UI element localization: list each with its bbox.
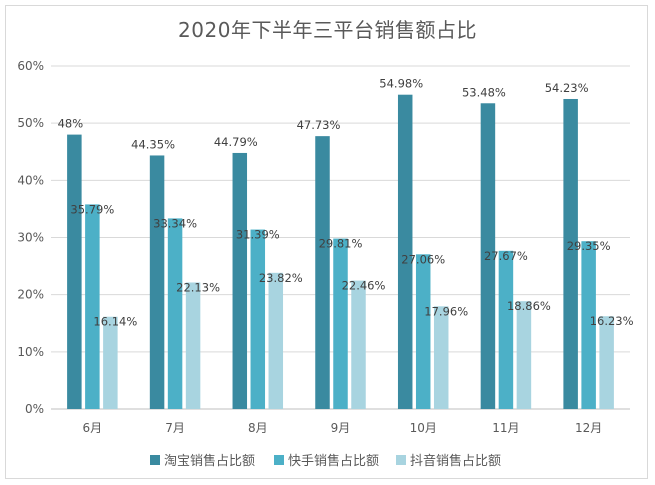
data-label: 53.48% xyxy=(462,85,506,99)
data-label: 48% xyxy=(58,117,84,131)
y-tick-label: 30% xyxy=(17,231,44,245)
data-label: 18.86% xyxy=(507,299,551,313)
bar-1 xyxy=(563,98,578,409)
y-tick-label: 0% xyxy=(25,402,44,416)
x-tick-label: 11月 xyxy=(492,421,519,435)
y-tick-label: 50% xyxy=(17,116,44,130)
y-tick-label: 40% xyxy=(17,173,44,187)
bar-1 xyxy=(232,152,248,409)
y-tick-label: 10% xyxy=(17,345,44,359)
x-tick-label: 10月 xyxy=(410,421,437,435)
data-label: 33.34% xyxy=(153,216,197,230)
data-label: 22.46% xyxy=(342,279,386,293)
bar-3 xyxy=(268,272,284,409)
data-label: 23.82% xyxy=(259,271,303,285)
legend-label: 快手销售占比额 xyxy=(288,453,379,469)
chart-title: 2020年下半年三平台销售额占比 xyxy=(178,18,477,42)
data-label: 27.06% xyxy=(401,252,445,266)
data-label: 44.35% xyxy=(131,137,175,151)
bar-3 xyxy=(351,280,366,409)
data-label: 22.13% xyxy=(176,280,220,294)
data-label: 29.81% xyxy=(319,237,363,251)
bar-2 xyxy=(333,238,348,409)
legend-swatch xyxy=(150,455,160,465)
bar-3 xyxy=(103,316,118,409)
legend-label: 淘宝销售占比额 xyxy=(164,453,255,469)
legend-label: 抖音销售占比额 xyxy=(410,453,501,469)
bar-2 xyxy=(167,218,183,409)
bar-2 xyxy=(415,254,431,409)
bar-1 xyxy=(315,136,330,409)
legend-swatch xyxy=(396,455,406,465)
data-label: 54.98% xyxy=(379,77,423,91)
y-tick-label: 20% xyxy=(17,288,44,302)
x-tick-label: 7月 xyxy=(165,421,185,435)
data-label: 44.79% xyxy=(214,135,258,149)
bar-2 xyxy=(581,241,596,409)
bar-1 xyxy=(67,134,82,409)
data-label: 31.39% xyxy=(236,228,280,242)
legend-swatch xyxy=(274,455,284,465)
bar-1 xyxy=(149,155,165,409)
data-label: 29.35% xyxy=(567,239,611,253)
x-tick-label: 9月 xyxy=(331,421,351,435)
x-tick-label: 12月 xyxy=(575,421,602,435)
data-label: 16.14% xyxy=(93,315,137,329)
data-label: 47.73% xyxy=(297,118,341,132)
data-label: 27.67% xyxy=(484,249,528,263)
data-label: 17.96% xyxy=(424,304,468,318)
data-label: 54.23% xyxy=(545,81,589,95)
bar-3 xyxy=(433,306,449,409)
bar-2 xyxy=(85,204,100,409)
x-tick-label: 8月 xyxy=(248,421,268,435)
bar-1 xyxy=(397,94,413,410)
y-tick-label: 60% xyxy=(17,59,44,73)
bar-1 xyxy=(480,103,496,409)
bar-3 xyxy=(516,301,532,409)
bar-2 xyxy=(498,250,514,409)
data-label: 35.79% xyxy=(70,202,114,216)
bar-3 xyxy=(185,282,201,409)
data-label: 16.23% xyxy=(590,314,634,328)
bar-2 xyxy=(250,229,266,409)
bar-3 xyxy=(599,316,614,409)
x-tick-label: 6月 xyxy=(83,421,103,435)
